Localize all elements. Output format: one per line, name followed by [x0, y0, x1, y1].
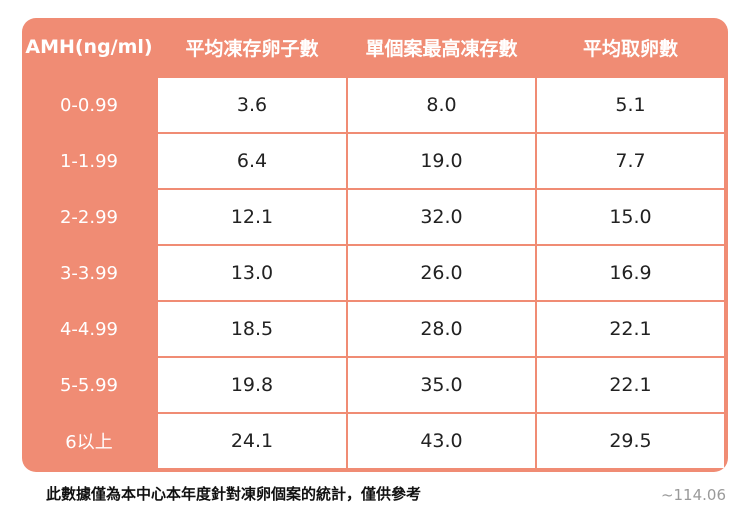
row-label: 1-1.99	[59, 150, 119, 172]
table-card: AMH(ng/ml) 平均凍存卵子數 單個案最高凍存數 平均取卵數 0-0.99 3.6 8…	[22, 18, 728, 472]
row-label: 3-3.99	[59, 262, 119, 284]
table-cell: 29.5	[537, 414, 724, 468]
table-cell: 28.0	[348, 302, 535, 356]
table-cell: 13.0	[158, 246, 346, 300]
row-label: 2-2.99	[59, 206, 119, 228]
table-cell: 15.0	[537, 190, 724, 244]
row-label: 5-5.99	[59, 374, 119, 396]
column-header: 平均取卵數	[582, 37, 678, 60]
table-cell: 19.0	[348, 134, 535, 188]
table-cell: 19.8	[158, 358, 346, 412]
row-label: 0-0.99	[59, 94, 119, 116]
column-header: 單個案最高凍存數	[365, 37, 518, 60]
table-cell: 6.4	[158, 134, 346, 188]
row-label: 4-4.99	[59, 318, 119, 340]
table-cell: 12.1	[158, 190, 346, 244]
column-header: 平均凍存卵子數	[185, 37, 319, 60]
table-cell: 16.9	[537, 246, 724, 300]
table-cell: 8.0	[348, 78, 535, 132]
table-cell: 26.0	[348, 246, 535, 300]
table-cell: 22.1	[537, 358, 724, 412]
date-note: ~114.06	[660, 486, 726, 504]
table-cell: 35.0	[348, 358, 535, 412]
table-cell: 22.1	[537, 302, 724, 356]
table-cell: 3.6	[158, 78, 346, 132]
table-cell: 43.0	[348, 414, 535, 468]
table-cell: 32.0	[348, 190, 535, 244]
row-label: 6以上	[65, 432, 113, 453]
footnote: 此數據僅為本中心本年度針對凍卵個案的統計，僅供參考	[46, 485, 422, 503]
table-cell: 5.1	[537, 78, 724, 132]
table-cell: 18.5	[158, 302, 346, 356]
column-header: AMH(ng/ml)	[25, 36, 153, 58]
table-cell: 24.1	[158, 414, 346, 468]
table-cell: 7.7	[537, 134, 724, 188]
